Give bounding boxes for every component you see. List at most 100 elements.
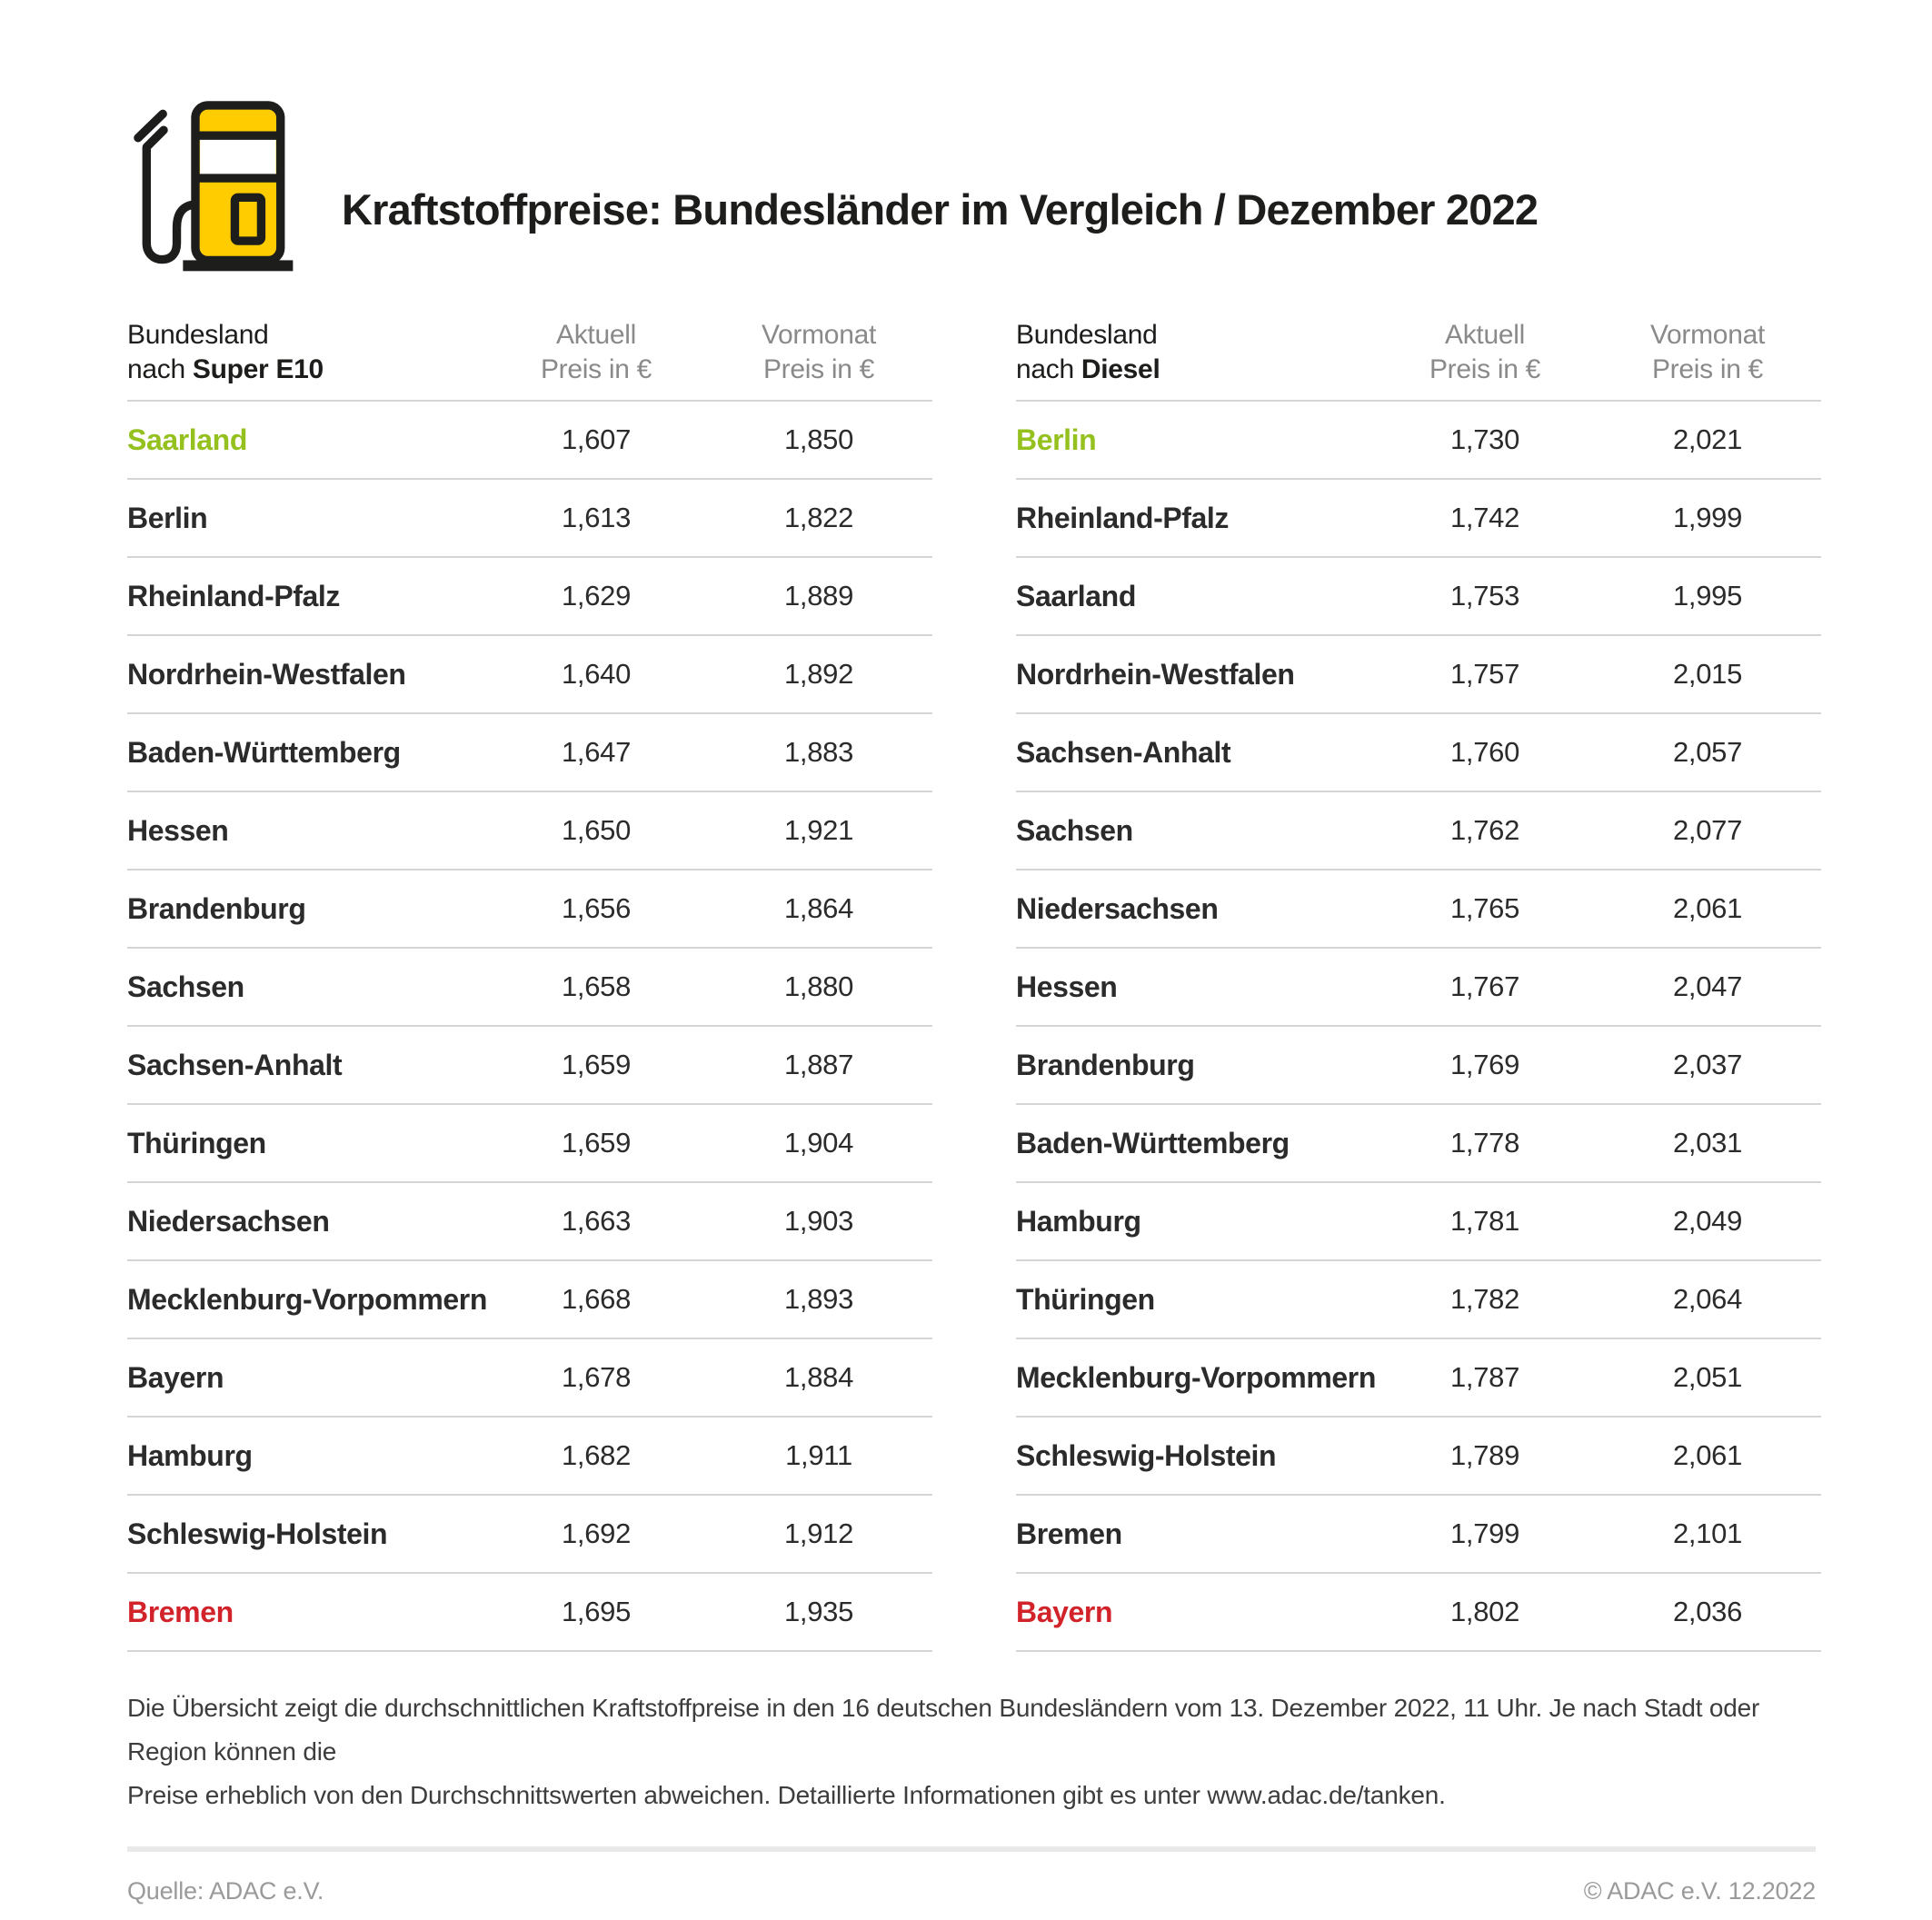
- state-name: Nordrhein-Westfalen: [1016, 657, 1295, 691]
- aktuell-label: Aktuell: [556, 320, 636, 350]
- state-name: Hamburg: [127, 1438, 253, 1472]
- page-title: Kraftstoffpreise: Bundesländer im Vergle…: [342, 184, 1539, 234]
- footnote-line-1: Die Übersicht zeigt die durchschnittlich…: [127, 1694, 1760, 1766]
- state-name: Mecklenburg-Vorpommern: [1016, 1360, 1376, 1394]
- state-name: Baden-Württemberg: [127, 735, 401, 769]
- footnote: Die Übersicht zeigt die durchschnittlich…: [127, 1686, 1816, 1817]
- state-name: Schleswig-Holstein: [1016, 1438, 1277, 1472]
- vormonat-value: 1,903: [783, 1205, 854, 1237]
- table-super-e10: Bundesland nach Super E10 Aktuell Preis …: [127, 318, 932, 1652]
- source-label: Quelle: ADAC e.V.: [127, 1877, 324, 1905]
- vormonat-value: 2,077: [1672, 814, 1743, 846]
- table-diesel: Bundesland nach Diesel Aktuell Preis in …: [1016, 318, 1821, 1652]
- table-row: Hessen 1,650 1,921: [127, 792, 932, 870]
- vormonat-value: 2,015: [1672, 658, 1743, 690]
- aktuell-value: 1,656: [561, 892, 632, 924]
- column-header-aktuell: Aktuell Preis in €: [487, 318, 705, 387]
- fuel-pump-icon: [127, 93, 305, 290]
- table-row: Hamburg 1,682 1,911: [127, 1418, 932, 1496]
- state-name: Niedersachsen: [1016, 891, 1219, 925]
- fuel-name: Diesel: [1081, 354, 1160, 384]
- state-name: Hessen: [127, 813, 229, 847]
- table-row: Rheinland-Pfalz 1,629 1,889: [127, 558, 932, 636]
- table-row: Brandenburg 1,769 2,037: [1016, 1027, 1821, 1105]
- aktuell-value: 1,787: [1449, 1361, 1520, 1393]
- vormonat-value: 1,864: [783, 892, 854, 924]
- table-row: Thüringen 1,659 1,904: [127, 1105, 932, 1183]
- table-header: Bundesland nach Super E10 Aktuell Preis …: [127, 318, 932, 402]
- aktuell-value: 1,695: [561, 1596, 632, 1627]
- vormonat-value: 1,822: [783, 502, 854, 533]
- vormonat-value: 1,887: [783, 1049, 854, 1080]
- state-name: Thüringen: [1016, 1282, 1155, 1316]
- vormonat-value: 1,884: [783, 1361, 854, 1393]
- state-name: Thüringen: [127, 1126, 266, 1159]
- bundesland-label: Bundesland: [1016, 320, 1158, 350]
- state-name: Saarland: [127, 423, 247, 456]
- vormonat-value: 1,935: [783, 1596, 854, 1627]
- state-name: Bayern: [127, 1360, 224, 1394]
- vormonat-value: 2,061: [1672, 1439, 1743, 1471]
- vormonat-unit-label: Preis in €: [762, 354, 875, 384]
- aktuell-value: 1,607: [561, 423, 632, 455]
- vormonat-value: 1,889: [783, 580, 854, 612]
- state-name: Nordrhein-Westfalen: [127, 657, 406, 691]
- state-name: Hamburg: [1016, 1204, 1141, 1238]
- vormonat-value: 1,850: [783, 423, 854, 455]
- aktuell-value: 1,799: [1449, 1517, 1520, 1549]
- aktuell-value: 1,762: [1449, 814, 1520, 846]
- state-name: Baden-Württemberg: [1016, 1126, 1290, 1159]
- aktuell-value: 1,789: [1449, 1439, 1520, 1471]
- vormonat-label: Vormonat: [1649, 320, 1765, 350]
- aktuell-value: 1,782: [1449, 1283, 1520, 1315]
- state-name: Sachsen: [1016, 813, 1133, 847]
- vormonat-value: 1,892: [783, 658, 854, 690]
- state-name: Mecklenburg-Vorpommern: [127, 1282, 487, 1316]
- table-row: Saarland 1,753 1,995: [1016, 558, 1821, 636]
- vormonat-value: 2,049: [1672, 1205, 1743, 1237]
- table-body: Berlin 1,730 2,021 Rheinland-Pfalz 1,742…: [1016, 402, 1821, 1652]
- state-name: Sachsen: [127, 970, 244, 1003]
- state-name: Berlin: [127, 501, 208, 534]
- table-body: Saarland 1,607 1,850 Berlin 1,613 1,822 …: [127, 402, 932, 1652]
- table-row: Brandenburg 1,656 1,864: [127, 870, 932, 949]
- table-row: Mecklenburg-Vorpommern 1,668 1,893: [127, 1261, 932, 1339]
- aktuell-value: 1,668: [561, 1283, 632, 1315]
- vormonat-value: 1,904: [783, 1127, 854, 1159]
- state-name: Hessen: [1016, 970, 1118, 1003]
- aktuell-value: 1,769: [1449, 1049, 1520, 1080]
- state-name: Rheinland-Pfalz: [127, 579, 341, 612]
- header: Kraftstoffpreise: Bundesländer im Vergle…: [127, 87, 1816, 294]
- table-row: Hessen 1,767 2,047: [1016, 949, 1821, 1027]
- table-row: Niedersachsen 1,765 2,061: [1016, 870, 1821, 949]
- state-name: Bremen: [127, 1595, 234, 1628]
- table-row: Schleswig-Holstein 1,692 1,912: [127, 1496, 932, 1574]
- aktuell-value: 1,692: [561, 1517, 632, 1549]
- column-header-aktuell: Aktuell Preis in €: [1376, 318, 1594, 387]
- aktuell-value: 1,757: [1449, 658, 1520, 690]
- aktuell-value: 1,647: [561, 736, 632, 768]
- state-name: Niedersachsen: [127, 1204, 330, 1238]
- table-row: Baden-Württemberg 1,647 1,883: [127, 714, 932, 792]
- state-name: Sachsen-Anhalt: [127, 1048, 343, 1081]
- aktuell-value: 1,760: [1449, 736, 1520, 768]
- fuel-prefix: nach: [127, 354, 193, 384]
- vormonat-value: 1,880: [783, 970, 854, 1002]
- table-row: Niedersachsen 1,663 1,903: [127, 1183, 932, 1261]
- aktuell-value: 1,778: [1449, 1127, 1520, 1159]
- vormonat-value: 1,911: [785, 1439, 852, 1471]
- table-row: Sachsen 1,762 2,077: [1016, 792, 1821, 870]
- table-row: Thüringen 1,782 2,064: [1016, 1261, 1821, 1339]
- table-row: Bremen 1,695 1,935: [127, 1574, 932, 1652]
- fuel-name: Super E10: [192, 354, 324, 384]
- table-row: Baden-Württemberg 1,778 2,031: [1016, 1105, 1821, 1183]
- aktuell-value: 1,682: [561, 1439, 632, 1471]
- vormonat-value: 2,057: [1672, 736, 1743, 768]
- state-name: Saarland: [1016, 579, 1136, 612]
- vormonat-value: 1,995: [1672, 580, 1743, 612]
- table-row: Sachsen-Anhalt 1,659 1,887: [127, 1027, 932, 1105]
- column-header-vormonat: Vormonat Preis in €: [1594, 318, 1821, 387]
- table-row: Berlin 1,730 2,021: [1016, 402, 1821, 480]
- column-header-vormonat: Vormonat Preis in €: [705, 318, 932, 387]
